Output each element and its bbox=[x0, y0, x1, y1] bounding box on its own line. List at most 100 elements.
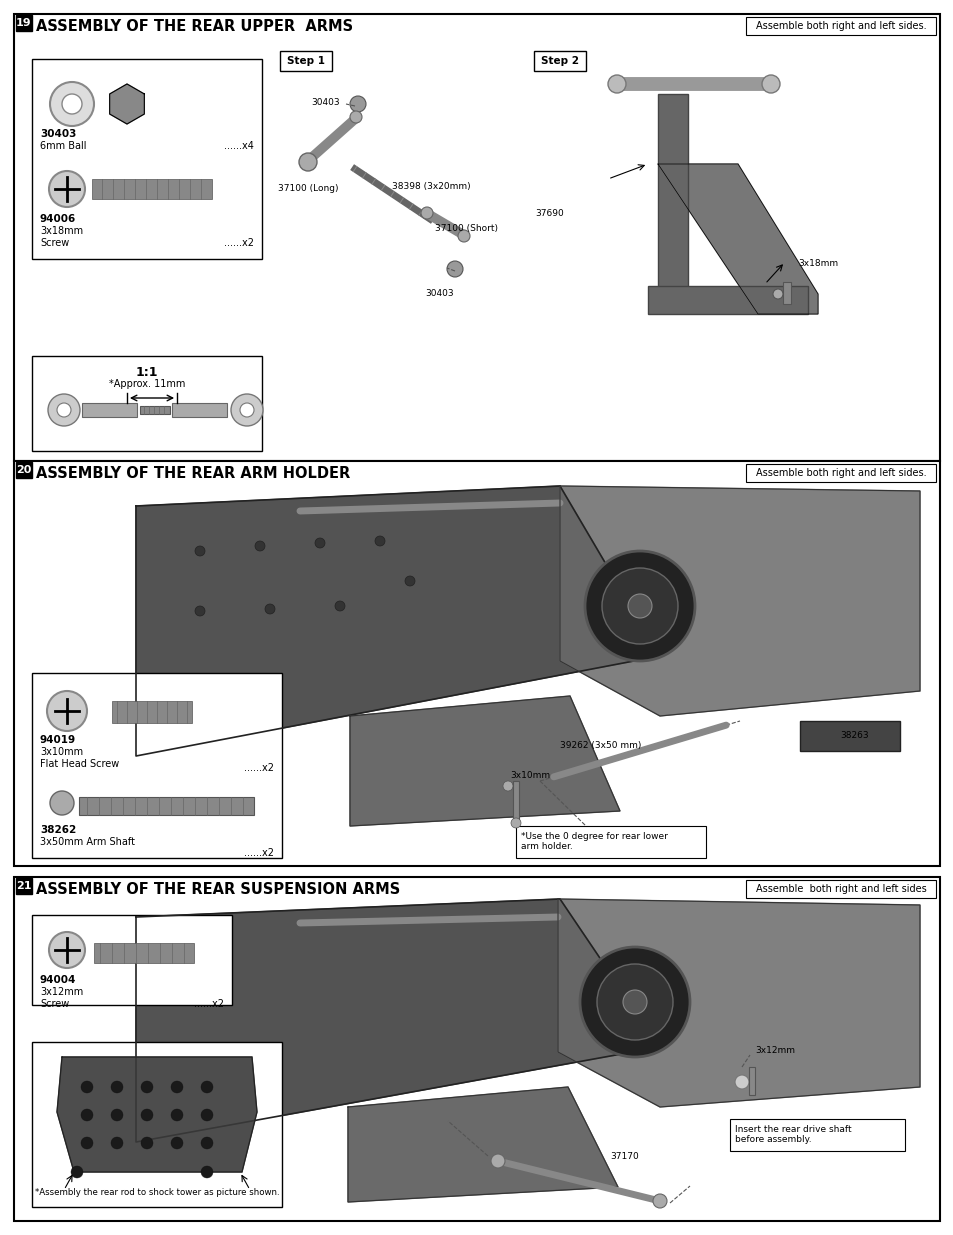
Circle shape bbox=[201, 1109, 213, 1121]
Bar bbox=[32, 356, 262, 451]
Bar bbox=[280, 51, 332, 70]
Bar bbox=[82, 403, 137, 417]
Circle shape bbox=[171, 1137, 183, 1149]
Polygon shape bbox=[558, 899, 919, 1107]
Text: Step 1: Step 1 bbox=[287, 56, 325, 65]
Text: Step 2: Step 2 bbox=[540, 56, 578, 65]
Circle shape bbox=[71, 1166, 83, 1178]
Circle shape bbox=[201, 1081, 213, 1093]
Polygon shape bbox=[350, 697, 619, 826]
Circle shape bbox=[772, 289, 782, 299]
Circle shape bbox=[50, 82, 94, 126]
Circle shape bbox=[627, 594, 651, 618]
Circle shape bbox=[254, 541, 265, 551]
Bar bbox=[782, 282, 790, 304]
Text: 37690: 37690 bbox=[535, 209, 563, 219]
Circle shape bbox=[171, 1081, 183, 1093]
Circle shape bbox=[298, 153, 316, 170]
Circle shape bbox=[601, 568, 678, 643]
Polygon shape bbox=[136, 487, 659, 756]
Bar bbox=[534, 51, 585, 70]
Bar bbox=[513, 781, 518, 821]
Bar bbox=[14, 461, 939, 866]
Circle shape bbox=[502, 781, 513, 790]
Text: ......x2: ......x2 bbox=[224, 238, 253, 248]
Bar bbox=[14, 877, 939, 1221]
Bar bbox=[745, 17, 935, 35]
Text: 1:1: 1:1 bbox=[135, 366, 158, 379]
Text: ......x4: ......x4 bbox=[224, 141, 253, 151]
Text: *Assembly the rear rod to shock tower as picture shown.: *Assembly the rear rod to shock tower as… bbox=[34, 1188, 279, 1197]
Circle shape bbox=[49, 932, 85, 968]
Text: ASSEMBLY OF THE REAR ARM HOLDER: ASSEMBLY OF THE REAR ARM HOLDER bbox=[36, 466, 350, 480]
Polygon shape bbox=[110, 84, 144, 124]
Circle shape bbox=[48, 394, 80, 426]
Polygon shape bbox=[658, 164, 817, 314]
Bar bbox=[748, 1067, 754, 1095]
Polygon shape bbox=[348, 1087, 618, 1202]
Text: ......x2: ......x2 bbox=[244, 763, 274, 773]
Circle shape bbox=[622, 990, 646, 1014]
Circle shape bbox=[201, 1166, 213, 1178]
Bar bbox=[32, 673, 282, 858]
Circle shape bbox=[607, 75, 625, 93]
Polygon shape bbox=[559, 487, 919, 716]
Circle shape bbox=[231, 394, 263, 426]
Polygon shape bbox=[97, 693, 112, 699]
Bar bbox=[516, 826, 705, 858]
Bar bbox=[91, 179, 212, 199]
Text: Insert the rear drive shaft
before assembly.: Insert the rear drive shaft before assem… bbox=[734, 1125, 851, 1145]
Circle shape bbox=[57, 403, 71, 417]
Text: 94019: 94019 bbox=[40, 735, 76, 745]
Bar bbox=[647, 287, 807, 314]
Text: 38398 (3x20mm): 38398 (3x20mm) bbox=[392, 182, 470, 191]
Text: Assemble  both right and left sides: Assemble both right and left sides bbox=[755, 884, 925, 894]
Circle shape bbox=[111, 1137, 123, 1149]
Bar bbox=[172, 403, 227, 417]
Text: 3x18mm: 3x18mm bbox=[797, 259, 838, 268]
Circle shape bbox=[597, 965, 672, 1040]
Bar bbox=[140, 406, 170, 414]
Bar bbox=[658, 94, 687, 294]
Bar bbox=[32, 1042, 282, 1207]
Circle shape bbox=[194, 606, 205, 616]
Circle shape bbox=[734, 1074, 748, 1089]
Circle shape bbox=[584, 551, 695, 661]
Bar bbox=[16, 15, 32, 31]
Circle shape bbox=[314, 538, 325, 548]
Bar bbox=[16, 878, 32, 894]
Text: *Use the 0 degree for rear lower
arm holder.: *Use the 0 degree for rear lower arm hol… bbox=[520, 832, 667, 851]
Bar bbox=[745, 881, 935, 898]
Text: ASSEMBLY OF THE REAR UPPER  ARMS: ASSEMBLY OF THE REAR UPPER ARMS bbox=[36, 19, 353, 33]
Circle shape bbox=[81, 1109, 92, 1121]
Circle shape bbox=[350, 96, 366, 112]
Bar bbox=[729, 1119, 904, 1151]
Circle shape bbox=[171, 1109, 183, 1121]
Text: 39262 (3x50 mm): 39262 (3x50 mm) bbox=[559, 741, 640, 750]
Circle shape bbox=[50, 790, 74, 815]
Bar bbox=[32, 59, 262, 259]
Text: ASSEMBLY OF THE REAR SUSPENSION ARMS: ASSEMBLY OF THE REAR SUSPENSION ARMS bbox=[36, 882, 400, 897]
Text: 30403: 30403 bbox=[311, 98, 339, 106]
Circle shape bbox=[579, 947, 689, 1057]
Bar bbox=[94, 944, 193, 963]
Circle shape bbox=[81, 1137, 92, 1149]
Circle shape bbox=[111, 1081, 123, 1093]
Text: 3x10mm: 3x10mm bbox=[510, 771, 550, 781]
Text: 30403: 30403 bbox=[425, 289, 454, 298]
Polygon shape bbox=[136, 899, 659, 1142]
Text: ......x2: ......x2 bbox=[193, 999, 224, 1009]
Circle shape bbox=[491, 1153, 504, 1168]
Circle shape bbox=[420, 207, 433, 219]
Text: Screw: Screw bbox=[40, 238, 70, 248]
Text: ......x2: ......x2 bbox=[244, 848, 274, 858]
Text: 30403: 30403 bbox=[40, 128, 76, 140]
Circle shape bbox=[405, 576, 415, 585]
Bar bbox=[32, 915, 232, 1005]
Polygon shape bbox=[57, 1057, 256, 1172]
Bar bbox=[745, 464, 935, 482]
Circle shape bbox=[375, 536, 385, 546]
Circle shape bbox=[511, 818, 520, 827]
Text: 3x18mm: 3x18mm bbox=[40, 226, 83, 236]
Circle shape bbox=[201, 1137, 213, 1149]
